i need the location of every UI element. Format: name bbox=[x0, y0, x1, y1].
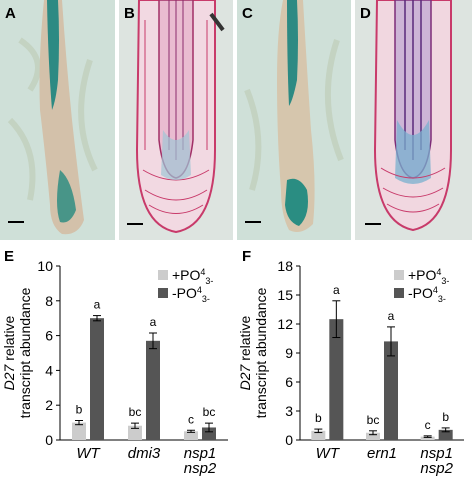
panel-b-micrograph: B bbox=[119, 0, 233, 240]
legend-swatch bbox=[158, 270, 168, 280]
significance-letter: a bbox=[388, 309, 395, 323]
y-tick-label: 2 bbox=[45, 397, 53, 413]
y-axis-label-line1: D27 relative bbox=[1, 315, 17, 390]
significance-letter: bc bbox=[129, 405, 142, 419]
chart-e-svg: 0 2 4 6 8 10 D27 relative transcript abundance b… bbox=[1, 258, 228, 477]
bar bbox=[438, 429, 453, 440]
panel-d-micrograph: D bbox=[355, 0, 472, 240]
bar bbox=[72, 422, 86, 440]
x-tick-label: WT bbox=[316, 445, 341, 462]
panel-e-label: E bbox=[4, 248, 15, 265]
bar bbox=[384, 341, 398, 440]
y-axis-label-line2: transcript abundance bbox=[17, 287, 33, 418]
y-tick-label: 12 bbox=[277, 316, 293, 332]
panel-d-label: D bbox=[360, 5, 371, 22]
bar bbox=[366, 432, 380, 440]
y-tick-label: 3 bbox=[285, 403, 293, 419]
significance-letter: c bbox=[425, 418, 431, 432]
y-tick-label: 6 bbox=[45, 328, 53, 344]
x-tick-label: nsp1 bbox=[420, 445, 453, 462]
legend-swatch bbox=[158, 288, 168, 298]
bar bbox=[146, 340, 160, 440]
x-tick-label: dmi3 bbox=[128, 445, 161, 462]
legend-swatch bbox=[394, 288, 404, 298]
legend-swatch bbox=[394, 270, 404, 280]
bar bbox=[184, 431, 198, 440]
bar bbox=[329, 319, 344, 440]
y-tick-label: 6 bbox=[285, 374, 293, 390]
x-tick-label: nsp1 bbox=[184, 445, 217, 462]
y-tick-label: 10 bbox=[37, 258, 53, 274]
legend-label: +PO43- bbox=[408, 267, 449, 286]
significance-letter: a bbox=[94, 298, 101, 312]
legend-label: -PO43- bbox=[408, 285, 446, 304]
y-tick-label: 4 bbox=[45, 362, 53, 378]
y-tick-label: 15 bbox=[277, 287, 293, 303]
chart-f-svg: 0 3 6 9 12 15 18 D27 relative transcript abundan… bbox=[237, 258, 464, 477]
bar bbox=[311, 430, 326, 440]
legend-label: -PO43- bbox=[172, 285, 210, 304]
significance-letter: c bbox=[188, 412, 194, 426]
panel-c-micrograph: C bbox=[237, 0, 351, 240]
panel-b-label: B bbox=[124, 5, 135, 22]
y-tick-label: 18 bbox=[277, 258, 293, 274]
y-tick-label: 0 bbox=[285, 432, 293, 448]
significance-letter: bc bbox=[367, 413, 380, 427]
chart-f: F 0 3 6 9 12 15 18 D27 relative transcript abund… bbox=[236, 248, 472, 477]
significance-letter: a bbox=[150, 315, 157, 329]
legend-label: +PO43- bbox=[172, 267, 213, 286]
x-tick-label: WT bbox=[76, 445, 101, 462]
x-tick-label: nsp2 bbox=[184, 460, 217, 476]
significance-letter: bc bbox=[203, 405, 216, 419]
y-axis-label-line2: transcript abundance bbox=[253, 287, 269, 418]
y-tick-label: 8 bbox=[45, 293, 53, 309]
y-axis-label-line1: D27 relative bbox=[237, 315, 253, 390]
significance-letter: b bbox=[315, 411, 322, 425]
panel-a-label: A bbox=[5, 5, 16, 22]
panel-a-micrograph: A bbox=[0, 0, 115, 240]
bar bbox=[90, 318, 104, 440]
panel-c-label: C bbox=[242, 5, 253, 22]
x-tick-label: nsp2 bbox=[420, 460, 453, 476]
significance-letter: b bbox=[76, 403, 83, 417]
y-tick-label: 9 bbox=[285, 345, 293, 361]
bar bbox=[128, 425, 142, 440]
bar bbox=[202, 427, 216, 440]
significance-letter: a bbox=[333, 283, 340, 297]
x-tick-label: ern1 bbox=[367, 445, 397, 462]
panel-f-label: F bbox=[242, 248, 252, 265]
y-tick-label: 0 bbox=[45, 432, 53, 448]
chart-e: E 0 2 4 6 8 10 D27 relative transcript abundanc… bbox=[0, 248, 236, 477]
significance-letter: b bbox=[442, 410, 449, 424]
bar bbox=[420, 436, 435, 440]
